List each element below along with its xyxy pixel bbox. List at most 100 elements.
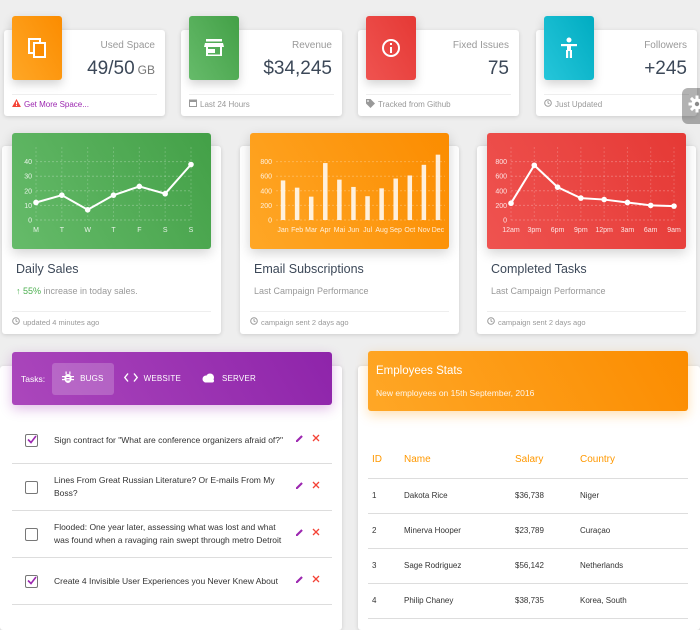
chart-footer: campaign sent 2 days ago [487, 311, 686, 327]
x-tick-label: Mar [305, 227, 318, 234]
x-tick-label: S [163, 227, 168, 234]
task-checkbox[interactable] [25, 527, 38, 541]
stat-category: Revenue [291, 40, 332, 51]
y-tick-label: 800 [495, 159, 507, 166]
x-tick-label: Mai [334, 227, 346, 234]
x-tick-label: Dec [432, 227, 445, 234]
x-tick-label: Feb [291, 227, 303, 234]
stat-card-followers: Followers +245 Just Updated [536, 16, 697, 116]
bar [323, 163, 328, 220]
series-line [510, 163, 675, 208]
close-icon[interactable] [312, 434, 320, 446]
daily-sales-card: 0 10 20 30 40 M T W T F S S Daily Sales ↑ 55% incre… [2, 133, 221, 334]
daily-sales-chart: 0 10 20 30 40 M T W T F S S [12, 133, 211, 249]
column-header: ID [368, 442, 400, 479]
clock-icon [487, 317, 495, 327]
x-tick-label: 6am [644, 227, 658, 234]
check-icon [26, 572, 37, 590]
x-tick-label: 9pm [574, 227, 588, 234]
y-tick-label: 20 [24, 188, 32, 195]
task-actions [295, 481, 320, 493]
data-point [59, 192, 65, 198]
data-point [624, 199, 631, 206]
data-point [554, 184, 561, 190]
code-icon [123, 373, 138, 384]
tab-server[interactable]: SERVER [191, 363, 266, 395]
data-point [136, 183, 143, 190]
column-header: Name [400, 442, 511, 479]
task-checkbox[interactable] [25, 480, 38, 494]
bar [280, 180, 286, 220]
cell-country: Curaçao [576, 513, 688, 549]
edit-icon[interactable] [295, 481, 304, 493]
completed-tasks-chart-svg: 0 200 400 600 800 12am 3pm 6pm 9pm 12pm 3am 6am 9am [495, 147, 681, 234]
stat-footer: Get More Space... [12, 94, 157, 109]
table-row: 2 Minerva Hooper $23,789 Curaçao [368, 513, 688, 549]
stat-footer: Just Updated [544, 94, 689, 109]
data-point [647, 202, 654, 209]
stat-footer: Tracked from Github [366, 94, 511, 110]
y-tick-label: 400 [495, 188, 507, 195]
chart-category: ↑ 55% increase in today sales. [16, 286, 138, 296]
accessibility-icon [544, 16, 594, 80]
tab-bugs[interactable]: BUGS [52, 362, 114, 395]
close-icon[interactable] [312, 481, 320, 493]
update-icon [544, 99, 552, 109]
employees-card: Employees Stats New employees on 15th Se… [358, 351, 700, 630]
copy-icon [12, 16, 62, 80]
close-icon[interactable] [312, 528, 320, 540]
info-icon [366, 16, 416, 80]
chart-title: Completed Tasks [491, 262, 587, 276]
table-header-row: ID Name Salary Country [368, 442, 688, 479]
bar [351, 186, 356, 220]
warning-icon [12, 99, 21, 109]
close-icon[interactable] [312, 575, 320, 587]
edit-icon[interactable] [295, 575, 304, 587]
stat-card-used-space: Used Space 49/50 GB Get More Space... [4, 16, 165, 116]
task-actions [295, 434, 320, 446]
tasks-tabbar: Tasks: BUGS WEBSITE SERVER [12, 352, 332, 405]
cell-id: 3 [368, 548, 400, 584]
completed-tasks-card: 0 200 400 600 800 12am 3pm 6pm 9pm 12pm 3am 6am 9am … [477, 133, 696, 334]
task-actions [295, 575, 320, 587]
bar [294, 187, 300, 220]
edit-icon[interactable] [295, 434, 304, 446]
chart-footer: updated 4 minutes ago [12, 311, 211, 327]
y-tick-label: 0 [268, 218, 272, 225]
settings-toggle[interactable] [682, 88, 700, 124]
data-point [508, 200, 514, 207]
y-tick-label: 0 [503, 218, 507, 225]
task-checkbox[interactable] [25, 572, 38, 590]
x-tick-label: Sep [389, 227, 402, 234]
y-tick-label: 10 [24, 203, 32, 210]
task-row: Create 4 Invisible User Experiences you … [12, 558, 332, 605]
tasks-label: Tasks: [21, 373, 46, 384]
tag-icon [366, 99, 375, 110]
get-more-space-link[interactable]: Get More Space... [24, 99, 89, 109]
y-tick-label: 200 [260, 203, 272, 210]
tasks-card: Tasks: BUGS WEBSITE SERVER Sign contract… [0, 352, 342, 630]
cell-country: Niger [576, 478, 688, 514]
bar [337, 179, 342, 220]
tab-website[interactable]: WEBSITE [114, 363, 191, 395]
y-tick-label: 600 [495, 174, 507, 181]
cell-id: 2 [368, 513, 400, 549]
completed-tasks-chart: 0 200 400 600 800 12am 3pm 6pm 9pm 12pm 3am 6am 9am [487, 133, 686, 249]
gear-icon [688, 95, 700, 118]
task-text: Flooded: One year later, assessing what … [54, 522, 282, 545]
email-subscriptions-chart-svg: 0 200 400 600 800 Jan Feb Mar Apr Mai Jun Jul Aug Sep… [260, 154, 445, 234]
stat-category: Followers [644, 40, 687, 51]
cell-salary: $56,142 [511, 548, 576, 584]
edit-icon[interactable] [295, 528, 304, 540]
y-tick-label: 0 [28, 218, 32, 225]
data-point [84, 206, 91, 213]
bar [308, 196, 314, 220]
cell-name: Dakota Rice [400, 478, 511, 514]
task-checkbox[interactable] [25, 433, 38, 447]
table-row: 1 Dakota Rice $36,738 Niger [368, 478, 688, 514]
cell-salary: $36,738 [511, 478, 576, 514]
x-tick-label: T [111, 227, 116, 234]
task-row: Sign contract for "What are conference o… [12, 417, 332, 464]
x-tick-label: Nov [418, 227, 431, 234]
employees-title: Employees Stats [376, 365, 463, 377]
